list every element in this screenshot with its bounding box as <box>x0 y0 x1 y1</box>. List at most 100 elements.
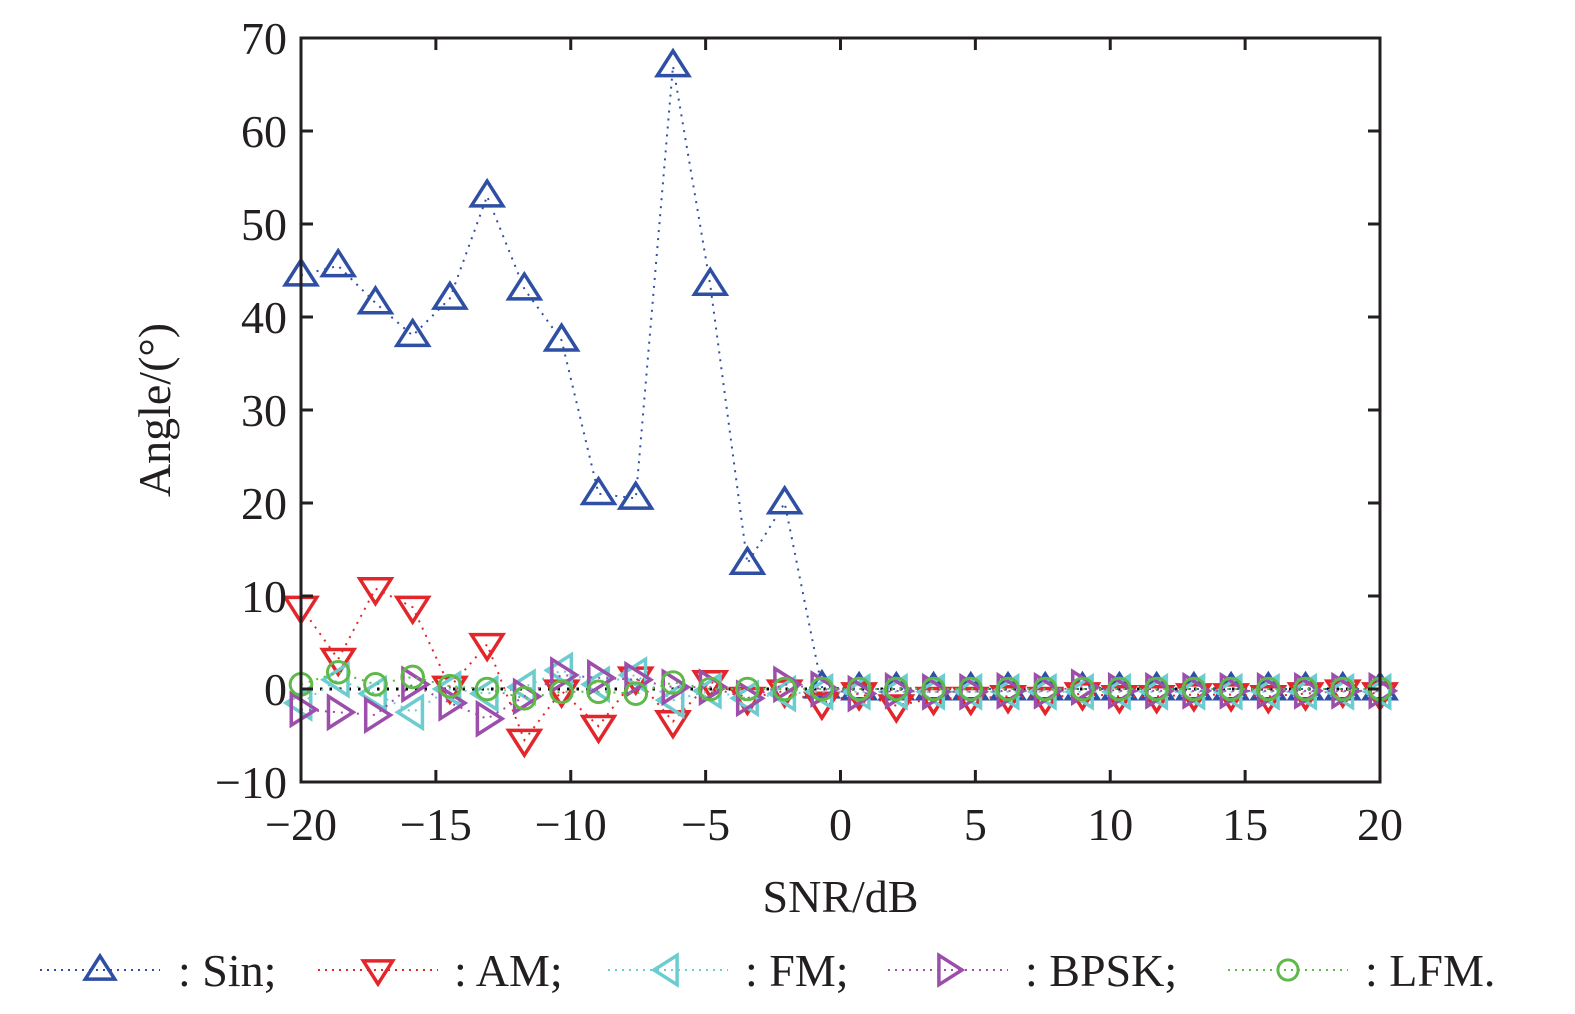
data-point-lfm <box>1218 676 1244 702</box>
data-point-fm <box>506 668 536 707</box>
data-point-lfm <box>586 679 611 705</box>
data-point-bpsk <box>289 690 320 729</box>
y-tick-label: 70 <box>241 13 287 64</box>
data-point-lfm <box>772 676 797 702</box>
x-tick-label: 5 <box>964 799 987 850</box>
data-point-sin <box>616 480 655 510</box>
data-point-fm <box>357 674 387 713</box>
legend-label: : BPSK; <box>1025 945 1177 996</box>
data-point-bpsk <box>735 679 766 718</box>
data-point-lfm <box>549 679 574 705</box>
data-point-lfm <box>958 676 984 702</box>
data-point-sin <box>728 545 767 575</box>
series-line-am <box>300 587 1381 743</box>
data-point-lfm <box>660 670 686 695</box>
x-tick-label: −20 <box>265 799 337 850</box>
data-point-sin <box>542 321 581 352</box>
data-point-lfm <box>1144 676 1169 702</box>
data-point-fm <box>394 693 425 732</box>
data-point-lfm <box>474 676 500 702</box>
y-tick-label: 10 <box>241 571 287 622</box>
legend-label: : LFM. <box>1365 945 1495 996</box>
data-point-sin <box>393 317 432 348</box>
legend-marker-triangle-down-icon <box>360 959 396 988</box>
x-axis-label: SNR/dB <box>763 871 919 922</box>
data-point-am <box>579 714 618 745</box>
legend: : Sin; : AM; : FM; : BPSK; : LFM. <box>40 945 1495 996</box>
data-point-lfm <box>1330 676 1356 702</box>
series-group <box>282 47 1399 759</box>
x-tick-label: −10 <box>535 799 607 850</box>
x-ticks: −20 −15 −10 −5 0 5 10 15 20 <box>265 38 1403 850</box>
data-point-am <box>654 710 692 740</box>
data-point-fm <box>729 679 759 718</box>
data-point-am <box>319 647 358 678</box>
data-point-bpsk <box>550 656 580 694</box>
x-tick-label: 20 <box>1357 799 1403 850</box>
series-am <box>282 577 1399 759</box>
y-tick-label: 40 <box>241 292 287 343</box>
data-point-bpsk <box>438 684 469 722</box>
data-point-sin <box>579 475 618 506</box>
y-tick-label: 30 <box>241 385 287 436</box>
series-lfm <box>288 659 1393 711</box>
data-point-lfm <box>1070 676 1095 702</box>
data-point-lfm <box>1181 676 1207 702</box>
data-point-lfm <box>1032 676 1058 702</box>
legend-item-sin: : Sin; <box>40 945 276 996</box>
y-tick-label: 50 <box>241 199 287 250</box>
axes-frame <box>299 36 1382 784</box>
legend-item-bpsk: : BPSK; <box>888 945 1177 996</box>
data-point-sin <box>765 484 804 515</box>
data-point-lfm <box>1256 676 1281 702</box>
data-point-am <box>1026 686 1065 717</box>
legend-marker-circle-icon <box>1276 958 1300 982</box>
legend-item-fm: : FM; <box>608 945 849 996</box>
data-point-lfm <box>884 676 909 702</box>
data-point-am <box>1137 684 1176 715</box>
data-point-bpsk <box>326 693 357 732</box>
data-point-am <box>505 728 544 759</box>
x-tick-label: −5 <box>681 799 730 850</box>
x-tick-label: −15 <box>400 799 472 850</box>
legend-marker-triangle-left-icon <box>650 952 679 988</box>
data-point-lfm <box>809 676 835 702</box>
data-point-am <box>989 684 1027 715</box>
y-axis-label: Angle/(°) <box>129 323 180 497</box>
data-point-lfm <box>1107 676 1132 702</box>
data-point-lfm <box>697 676 723 702</box>
data-point-lfm <box>363 672 388 697</box>
series-line-sin <box>300 65 1380 690</box>
data-point-am <box>393 595 432 626</box>
y-ticks: −10 0 10 20 30 40 50 60 70 <box>215 13 1380 808</box>
legend-label: : AM; <box>454 945 563 996</box>
data-point-am <box>468 632 507 663</box>
data-point-am <box>951 686 990 717</box>
legend-marker-triangle-right-icon <box>937 952 966 988</box>
x-tick-label: 0 <box>829 799 852 850</box>
legend-label: : Sin; <box>178 945 276 996</box>
axes <box>299 36 1382 784</box>
legend-marker-triangle-up-icon <box>82 952 118 981</box>
y-tick-label: −10 <box>215 757 287 808</box>
data-point-sin <box>468 177 507 208</box>
data-point-bpsk <box>624 660 655 699</box>
data-point-lfm <box>995 676 1021 702</box>
data-point-lfm <box>512 686 537 711</box>
data-point-bpsk <box>363 696 394 734</box>
legend-item-lfm: : LFM. <box>1228 945 1495 996</box>
data-point-am <box>1100 684 1139 715</box>
data-point-sin <box>505 270 544 301</box>
data-point-lfm <box>735 676 760 702</box>
data-point-am <box>356 577 395 607</box>
legend-label: : FM; <box>745 945 849 996</box>
data-point-bpsk <box>587 658 617 697</box>
y-tick-label: 0 <box>264 664 287 715</box>
data-point-lfm <box>437 673 463 699</box>
data-point-lfm <box>921 676 946 702</box>
x-tick-label: 15 <box>1222 799 1268 850</box>
data-point-am <box>1249 684 1288 715</box>
data-point-sin <box>654 47 692 78</box>
data-point-sin <box>319 247 358 278</box>
